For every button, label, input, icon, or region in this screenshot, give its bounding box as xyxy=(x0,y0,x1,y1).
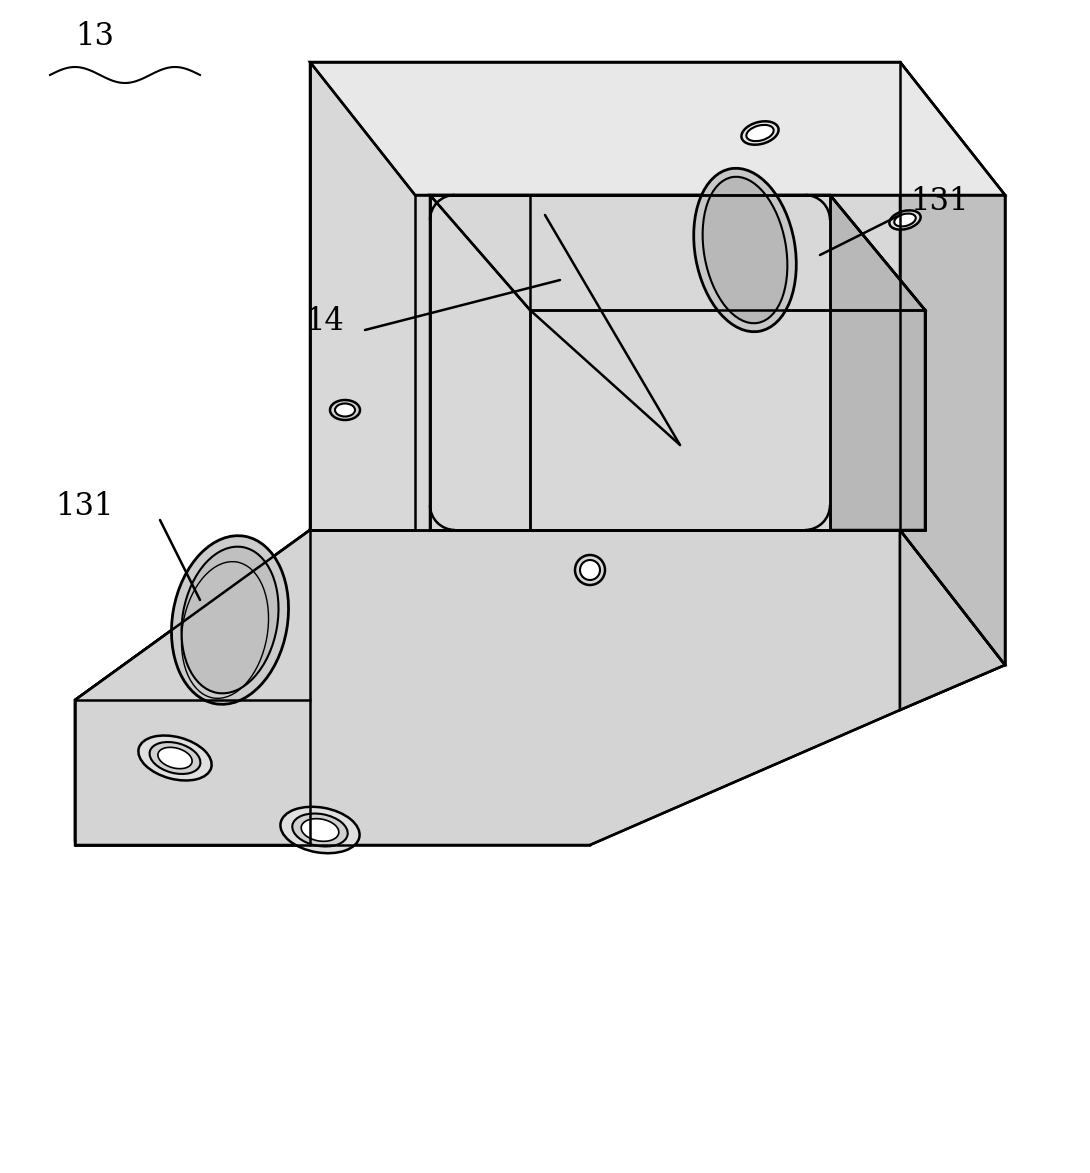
Text: 14: 14 xyxy=(305,306,343,337)
Polygon shape xyxy=(310,62,415,530)
Ellipse shape xyxy=(693,168,797,332)
Polygon shape xyxy=(310,62,1005,195)
Polygon shape xyxy=(530,310,925,530)
Polygon shape xyxy=(429,195,925,310)
Ellipse shape xyxy=(580,560,600,579)
Ellipse shape xyxy=(894,213,916,226)
Ellipse shape xyxy=(149,743,201,774)
Polygon shape xyxy=(429,195,829,530)
Ellipse shape xyxy=(158,747,192,768)
Text: 131: 131 xyxy=(54,491,113,522)
Ellipse shape xyxy=(889,210,921,230)
Text: 13: 13 xyxy=(75,21,114,52)
Polygon shape xyxy=(900,62,1005,665)
Ellipse shape xyxy=(292,814,348,847)
Ellipse shape xyxy=(182,547,279,693)
Ellipse shape xyxy=(280,807,360,853)
Polygon shape xyxy=(75,530,900,845)
Ellipse shape xyxy=(171,536,289,704)
Polygon shape xyxy=(75,530,1005,840)
Ellipse shape xyxy=(335,404,355,416)
Ellipse shape xyxy=(741,121,778,144)
Ellipse shape xyxy=(138,735,211,780)
Polygon shape xyxy=(310,530,1005,700)
Polygon shape xyxy=(829,195,925,530)
Ellipse shape xyxy=(330,400,360,420)
Polygon shape xyxy=(429,195,530,530)
Text: 131: 131 xyxy=(910,187,969,217)
Polygon shape xyxy=(75,700,310,845)
Polygon shape xyxy=(75,530,415,700)
Polygon shape xyxy=(900,530,1005,710)
Ellipse shape xyxy=(747,124,774,141)
Ellipse shape xyxy=(301,819,339,841)
Ellipse shape xyxy=(703,177,787,324)
Polygon shape xyxy=(310,62,900,530)
Ellipse shape xyxy=(576,555,605,585)
